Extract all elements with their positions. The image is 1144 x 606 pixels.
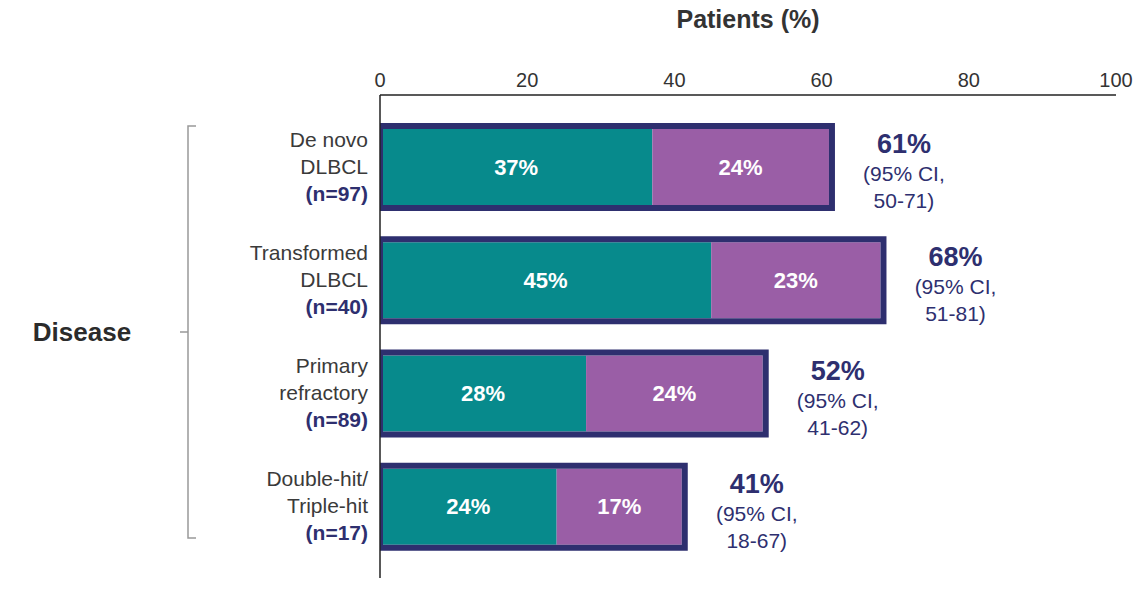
svg-text:41%: 41% xyxy=(730,469,784,499)
svg-text:refractory: refractory xyxy=(279,381,368,404)
svg-text:(95% CI,: (95% CI, xyxy=(915,275,997,298)
svg-text:28%: 28% xyxy=(461,381,505,406)
svg-text:68%: 68% xyxy=(928,242,982,272)
svg-text:100: 100 xyxy=(1099,69,1132,91)
svg-text:(95% CI,: (95% CI, xyxy=(863,162,945,185)
svg-text:17%: 17% xyxy=(597,494,641,519)
svg-text:Triple-hit: Triple-hit xyxy=(287,494,368,517)
svg-text:80: 80 xyxy=(958,69,980,91)
svg-text:Double-hit/: Double-hit/ xyxy=(266,467,368,490)
svg-text:61%: 61% xyxy=(877,129,931,159)
svg-text:(n=17): (n=17) xyxy=(306,521,368,544)
svg-text:Primary: Primary xyxy=(296,354,369,377)
svg-text:DLBCL: DLBCL xyxy=(300,155,368,178)
svg-text:(95% CI,: (95% CI, xyxy=(797,389,879,412)
svg-text:60: 60 xyxy=(810,69,832,91)
svg-text:(95% CI,: (95% CI, xyxy=(716,502,798,525)
svg-text:18-67): 18-67) xyxy=(726,529,787,552)
svg-text:45%: 45% xyxy=(524,268,568,293)
svg-text:Transformed: Transformed xyxy=(250,241,368,264)
svg-text:24%: 24% xyxy=(446,494,490,519)
svg-text:(n=40): (n=40) xyxy=(306,295,368,318)
svg-text:41-62): 41-62) xyxy=(807,416,868,439)
svg-text:51-81): 51-81) xyxy=(925,302,986,325)
svg-text:(n=97): (n=97) xyxy=(306,182,368,205)
svg-text:50-71): 50-71) xyxy=(874,189,935,212)
svg-text:(n=89): (n=89) xyxy=(306,408,368,431)
svg-text:24%: 24% xyxy=(719,155,763,180)
svg-text:De novo: De novo xyxy=(290,128,368,151)
svg-text:23%: 23% xyxy=(774,268,818,293)
svg-text:52%: 52% xyxy=(811,356,865,386)
svg-text:20: 20 xyxy=(516,69,538,91)
svg-text:0: 0 xyxy=(374,69,385,91)
svg-text:Disease: Disease xyxy=(33,317,131,347)
svg-text:37%: 37% xyxy=(494,155,538,180)
svg-text:Patients (%): Patients (%) xyxy=(676,8,819,33)
svg-text:40: 40 xyxy=(663,69,685,91)
svg-text:24%: 24% xyxy=(652,381,696,406)
svg-text:DLBCL: DLBCL xyxy=(300,268,368,291)
